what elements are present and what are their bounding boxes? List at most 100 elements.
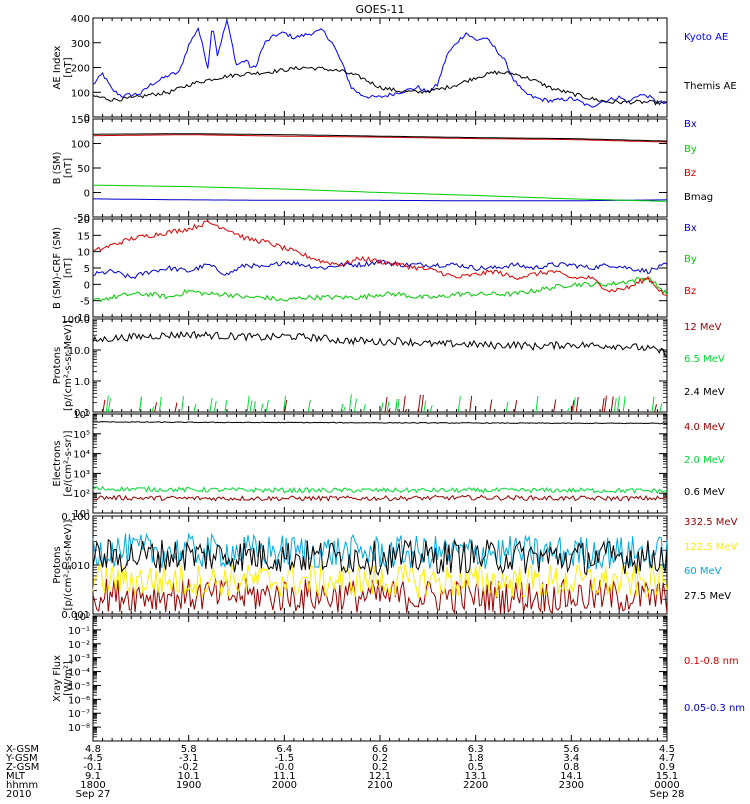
ephemeris-value: 0.2	[372, 762, 388, 773]
series-line-bmag	[93, 133, 668, 142]
legend-bx: Bx	[684, 223, 697, 234]
flux-spike	[252, 401, 256, 413]
legend-bmag: Bmag	[684, 192, 713, 203]
series-line-by	[92, 276, 668, 303]
flux-spike	[246, 395, 250, 413]
y-tick-label: 10¹	[73, 509, 90, 520]
flux-spike	[616, 396, 620, 413]
flux-spike	[572, 397, 576, 413]
y-tick-label: 300	[71, 39, 90, 50]
legend-0-6-mev: 0.6 MeV	[684, 487, 725, 498]
flux-spike	[353, 398, 357, 413]
ephemeris-value: 2100	[367, 780, 392, 791]
ephemeris-value: 4.5	[659, 744, 675, 755]
flux-spike	[265, 400, 269, 413]
flux-spike	[174, 402, 178, 413]
ephemeris-value: -0.2	[179, 762, 199, 773]
y-tick-label: 100.0	[61, 315, 90, 326]
y-axis-label: B (SM)[nT]	[52, 151, 74, 184]
y-tick-label: 0.1	[74, 408, 90, 419]
y-axis-label-line: B (SM)-CRF (SM)	[52, 227, 63, 309]
y-tick-label: 0.100	[61, 512, 90, 523]
y-tick-label: 1.0	[74, 377, 90, 388]
y-tick-label: 10²	[73, 489, 90, 500]
legend-332-5-mev: 332.5 MeV	[684, 517, 738, 528]
chart-title: GOES-11	[355, 3, 404, 16]
y-tick-label: 100	[71, 140, 90, 151]
flux-spike	[396, 399, 400, 413]
flux-spike	[553, 399, 557, 413]
y-axis-label-line: [W/m²]	[63, 661, 74, 696]
panel-b: -50 0 50 100 150 B (SM)[nT] Bx By Bz Bmag	[52, 115, 713, 224]
ephemeris-row-label: Y-GSM	[5, 753, 38, 764]
y-tick-label: 10⁶	[73, 410, 90, 421]
y-tick-label: 100	[71, 88, 90, 99]
y-tick-label: 10⁻¹	[68, 626, 90, 637]
y-axis-label: Protons[p/(cm²-s-sr-MeV)]	[52, 519, 74, 610]
flux-spike	[307, 399, 311, 413]
flux-spike	[654, 404, 658, 413]
y-axis-label: B (SM)-CRF (SM)[nT]	[52, 227, 74, 309]
flux-spike	[535, 396, 539, 413]
flux-spike	[342, 406, 346, 413]
y-tick-label: 10⁻²	[68, 640, 90, 651]
y-tick-label: 0.010	[61, 561, 90, 572]
flux-spike	[457, 396, 461, 413]
y-tick-label: 0.001	[61, 610, 90, 621]
panel-frame	[92, 218, 668, 318]
ephemeris-value: 0000	[654, 780, 679, 791]
legend-by: By	[684, 144, 697, 155]
y-axis-label-line: Protons	[52, 347, 63, 384]
y-axis-label-line: Protons	[52, 546, 63, 583]
series-line-27-5-mev	[92, 538, 668, 577]
y-axis-label-line: B (SM)	[52, 151, 63, 184]
y-tick-label: 10⁵	[73, 430, 90, 441]
flux-spike	[387, 408, 391, 413]
ephemeris-value: 2200	[463, 780, 488, 791]
flux-spike	[622, 396, 626, 413]
legend-by: By	[684, 254, 697, 265]
ephemeris-value: -4.5	[83, 753, 103, 764]
ephemeris-row-label: 2010	[6, 789, 31, 800]
legend-27-5-mev: 27.5 MeV	[684, 591, 731, 602]
y-tick-label: 150	[71, 115, 90, 126]
flux-spike	[420, 394, 424, 413]
ephemeris-value: Sep 28	[650, 789, 685, 800]
y-axis-label: AE Index[nT]	[52, 45, 74, 89]
ephemeris-value: -1.5	[275, 753, 295, 764]
y-tick-label: 0	[84, 189, 90, 200]
y-tick-label: 5	[84, 264, 90, 275]
legend-kyoto-ae: Kyoto AE	[684, 32, 728, 43]
series-line-themis-ae	[92, 65, 668, 106]
flux-spike	[340, 403, 344, 413]
y-tick-label: -50	[74, 213, 90, 224]
ephemeris-value: 12.1	[369, 771, 391, 782]
series-line-bz	[92, 220, 668, 296]
flux-spike	[224, 400, 228, 413]
ephemeris-value: -0.1	[83, 762, 103, 773]
ephemeris-row-label: MLT	[6, 771, 26, 782]
y-tick-label: 200	[71, 64, 90, 75]
series-line-60-mev	[92, 532, 668, 570]
ephemeris-value: 15.1	[656, 771, 678, 782]
panel-electrons: 10¹ 10² 10³ 10⁴ 10⁵ 10⁶ Electrons[e/(cm²-s-sr)…	[52, 410, 725, 520]
legend-0-05-0-3-nm: 0.05-0.3 nm	[684, 703, 745, 714]
flux-spike	[489, 399, 493, 413]
y-axis-label-line: [nT]	[63, 258, 74, 278]
flux-spike	[193, 403, 197, 413]
y-axis-label-line: Electrons	[52, 440, 63, 486]
y-tick-label: 0	[84, 113, 90, 124]
panel-xray: 10⁰ 10⁻¹ 10⁻² 10⁻³ 10⁻⁴ 10⁻⁵ 10⁻⁶ 10⁻⁷ 10⁻⁸ Xray …	[52, 612, 745, 742]
panel-protons1: 0.11.010.0100.0Protons[p/(cm²-s-sr-MeV)]…	[52, 315, 725, 419]
ephemeris-row-label: Z-GSM	[6, 762, 39, 773]
flux-spike	[209, 397, 213, 413]
ephemeris-value: 1900	[176, 780, 201, 791]
panel-frame	[92, 413, 668, 514]
flux-spike	[423, 400, 427, 413]
y-tick-label: 10	[77, 248, 90, 259]
panel-frame	[92, 318, 668, 413]
flux-spike	[571, 400, 575, 413]
y-tick-label: 50	[77, 164, 90, 175]
